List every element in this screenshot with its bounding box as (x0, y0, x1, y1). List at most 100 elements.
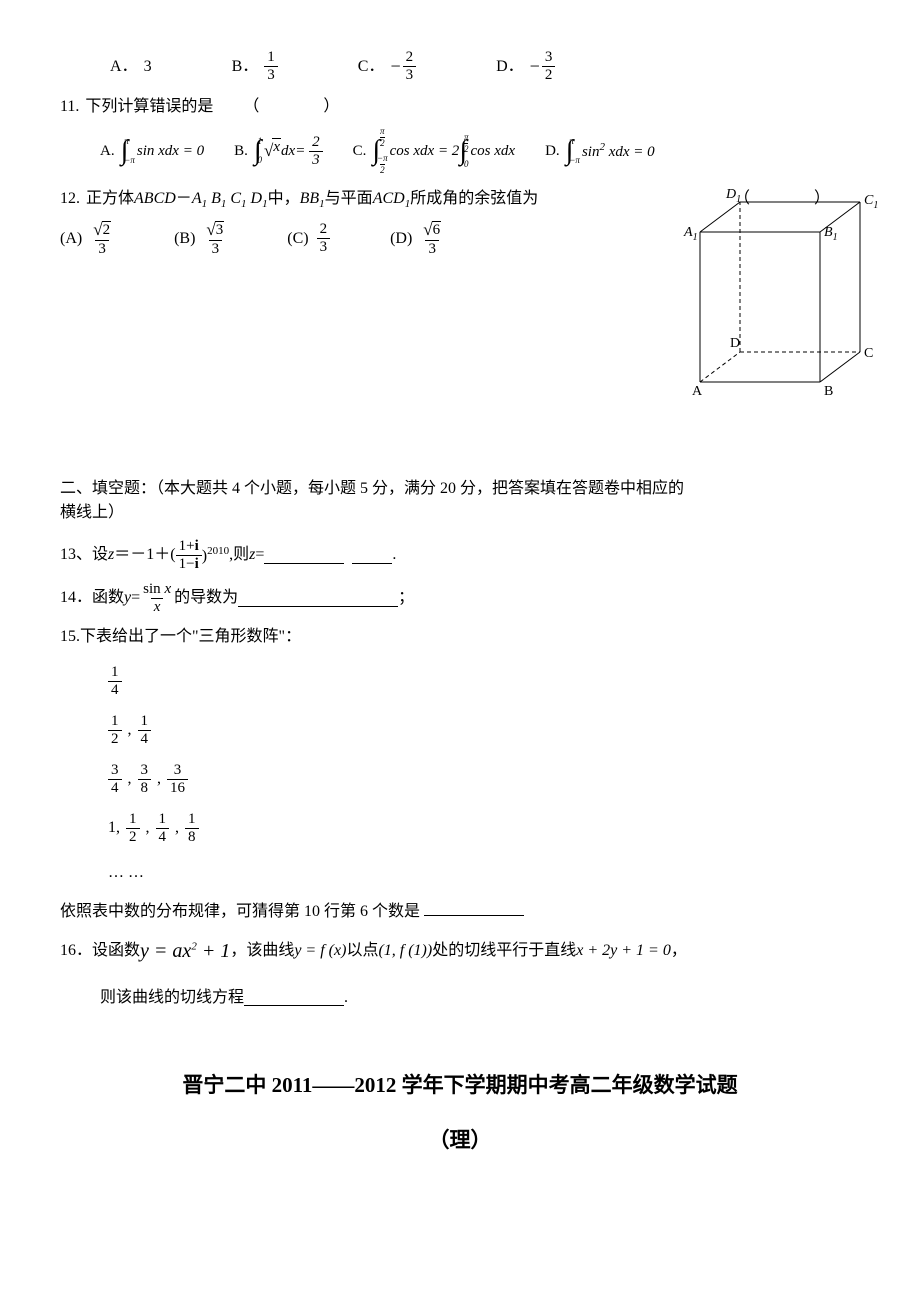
tri-row-3: 34, 38, 316 (108, 763, 860, 796)
q12-text1: 正方体 (86, 187, 134, 211)
q14: 14． 函数 y = sin x x 的导数为 ； (60, 582, 860, 615)
q12-option-b: (B) 33 (174, 221, 227, 257)
q16-text2: ，该曲线 (230, 939, 294, 963)
q12-c-label: (C) (287, 227, 308, 251)
q11-c-expr: ∫ π2 −π2 cos xdx = 2 ∫ π2 0 cos xdx (372, 127, 515, 175)
q15-end-text: 依照表中数的分布规律，可猜得第 10 行第 6 个数是 (60, 903, 420, 920)
q10-c-frac: − 2 3 (390, 50, 416, 83)
q14-frac: sin x x (140, 582, 174, 615)
q16-text3: 以点 (346, 939, 378, 963)
q16-text1: 设函数 (92, 939, 140, 963)
q16-yfx: y = f (x) (294, 939, 346, 963)
q10-a-value: 3 (144, 55, 152, 79)
q12-a1b1c1d1: A1 B1 C1 D1 (192, 187, 268, 213)
cube-label-a: A (692, 384, 703, 399)
cube-label-d: D (730, 336, 740, 351)
cube-diagram: A B C D A1 B1 C1 D1 (680, 172, 880, 402)
q15-head: 15. 下表给出了一个"三角形数阵"： (60, 625, 860, 649)
q14-semi: ； (398, 586, 414, 610)
section2-line2: 横线上） (60, 501, 860, 525)
title-line1: 晋宁二中 2011——2012 学年下学期期中考高二年级数学试题 (60, 1070, 860, 1102)
tri-row-4: 1, 12, 14, 18 (108, 812, 860, 845)
q14-number: 14． (60, 586, 92, 610)
q12-after: 所成角的余弦值为 (410, 187, 538, 211)
q15-number: 15. (60, 625, 80, 649)
q10-a-label: A． (110, 55, 138, 79)
tri-row-1: 14 (108, 665, 860, 698)
q11-a-label: A. (100, 140, 115, 163)
q12-mid2: 与平面 (325, 187, 373, 211)
tri-row-2: 12, 14 (108, 714, 860, 747)
q11-b-label: B. (234, 140, 248, 163)
cube-label-a1: A1 (683, 225, 698, 243)
q12-a-label: (A) (60, 227, 82, 251)
q10-option-d: D． − 3 2 (496, 50, 555, 83)
q16-line1: 16． 设函数 y = ax2 + 1 ，该曲线 y = f (x) 以点 (1… (60, 936, 860, 966)
q16-eq1: y = ax2 + 1 (140, 936, 230, 966)
q16-dot: . (344, 986, 348, 1010)
q13-blank2 (352, 547, 392, 564)
q10-c-label: C． (358, 55, 385, 79)
q13-text1: 设 (92, 543, 108, 567)
title-line2: （理） (60, 1125, 860, 1157)
q13-eq2: = (255, 543, 264, 567)
q13-eq: ＝－1＋( (114, 543, 175, 567)
q11-number: 11. (60, 95, 79, 119)
q11-option-b: B. ∫ 10 xdx = 23 (234, 135, 323, 168)
q11-question: 11. 下列计算错误的是 （ ） (60, 95, 860, 119)
q13-frac: 1+i 1−i (176, 539, 202, 572)
q10-option-b: B． 1 3 (232, 50, 278, 83)
q12-d-label: (D) (390, 227, 412, 251)
q16-point: (1, f (1)) (378, 939, 432, 963)
q10-option-c: C． − 2 3 (358, 50, 416, 83)
q10-option-a: A． 3 (110, 55, 152, 79)
q16-text4: 处的切线平行于直线 (432, 939, 576, 963)
q16-blank (244, 989, 344, 1006)
q12-wrap: 12. 正方体 ABCD － A1 B1 C1 D1 中， BB1 与平面 AC… (60, 187, 860, 257)
q12-bb1: BB1 (300, 187, 325, 213)
q11-option-a: A. ∫ π−π sin xdx = 0 (100, 137, 204, 165)
q14-text1: 函数 (92, 586, 124, 610)
q12-number: 12. (60, 187, 80, 211)
q12-acd1: ACD1 (373, 187, 411, 213)
q11-d-label: D. (545, 140, 560, 163)
q13-exp: )2010 (202, 543, 229, 568)
q12-option-a: (A) 23 (60, 221, 114, 257)
q10-b-label: B． (232, 55, 259, 79)
q16-comma: ， (671, 939, 687, 963)
q15-triangle: 14 12, 14 34, 38, 316 1, 12, 14, 18 (60, 665, 860, 845)
q13-dot: . (392, 543, 396, 567)
q13: 13、 设 z ＝－1＋( 1+i 1−i )2010 ,则 z = . (60, 539, 860, 572)
q12-option-d: (D) 63 (390, 221, 444, 257)
q16-lineeq: x + 2y + 1 = 0 (576, 939, 671, 963)
q11-paren: （ ） (243, 95, 339, 119)
q14-eq: = (131, 586, 140, 610)
q10-options-row: A． 3 B． 1 3 C． − 2 3 D． − 3 2 (60, 50, 860, 83)
cube-label-c1: C1 (864, 193, 878, 211)
q11-option-d: D. ∫ π−π sin2 xdx = 0 (545, 137, 655, 165)
section2-heading: 二、填空题：（本大题共 4 个小题，每小题 5 分，满分 20 分，把答案填在答… (60, 477, 860, 525)
q12-abcd: ABCD (134, 187, 176, 211)
cube-label-c: C (864, 346, 873, 361)
q12-mid: 中， (268, 187, 300, 211)
q15-text: 下表给出了一个"三角形数阵"： (80, 625, 301, 649)
q15-blank (424, 899, 524, 916)
q14-y: y (124, 586, 131, 610)
cube-label-d1: D1 (725, 187, 741, 205)
q12-b-label: (B) (174, 227, 195, 251)
q11-options-row: A. ∫ π−π sin xdx = 0 B. ∫ 10 xdx = 23 C.… (60, 127, 860, 175)
q10-d-label: D． (496, 55, 524, 79)
q10-d-frac: − 3 2 (530, 50, 556, 83)
q16-number: 16． (60, 939, 92, 963)
q11-a-expr: ∫ π−π sin xdx = 0 (121, 137, 204, 165)
q14-blank (238, 590, 398, 607)
section2-line1: 二、填空题：（本大题共 4 个小题，每小题 5 分，满分 20 分，把答案填在答… (60, 477, 860, 501)
q16-text5: 则该曲线的切线方程 (100, 986, 244, 1010)
q16-line2: 则该曲线的切线方程 . (60, 986, 860, 1010)
q11-b-expr: ∫ 10 xdx = 23 (254, 135, 323, 168)
q13-blank1 (264, 547, 344, 564)
q15-dots: … … (60, 861, 860, 885)
q11-c-label: C. (353, 140, 367, 163)
q12-dash: － (176, 187, 192, 211)
cube-label-b: B (824, 384, 833, 399)
